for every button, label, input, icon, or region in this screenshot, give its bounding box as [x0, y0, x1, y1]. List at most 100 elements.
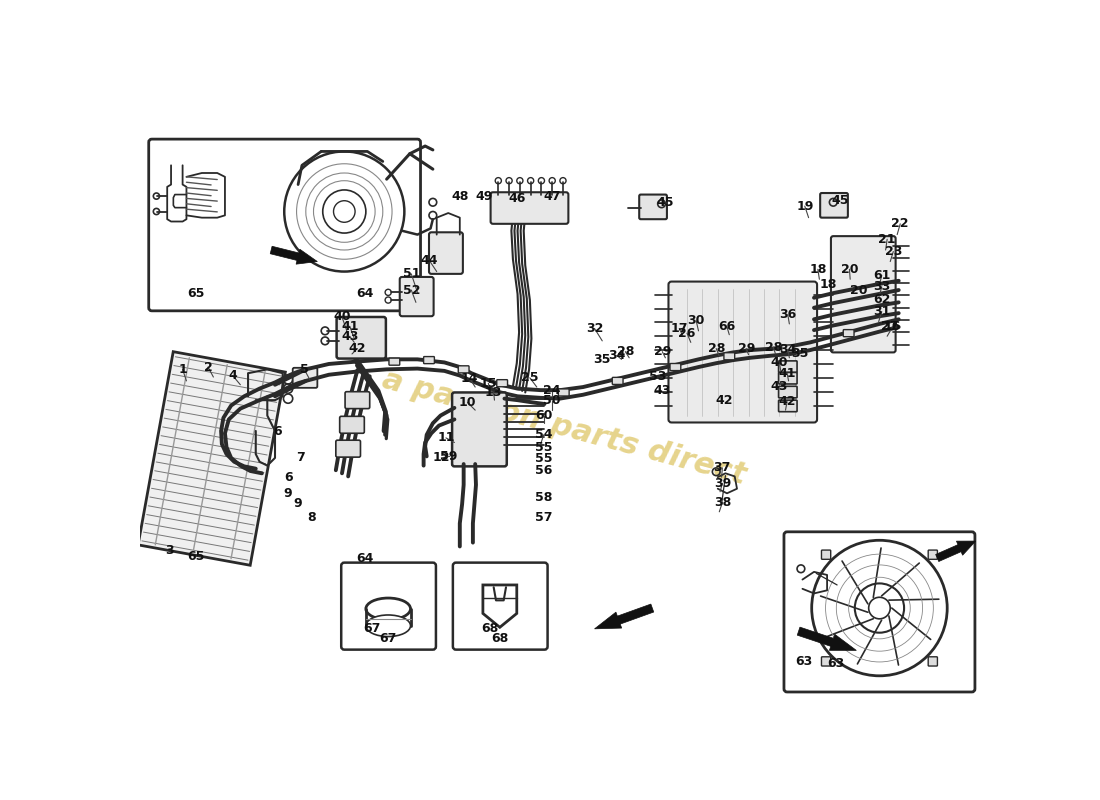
Text: 34: 34: [608, 349, 626, 362]
Text: 17: 17: [671, 322, 688, 335]
FancyBboxPatch shape: [928, 550, 937, 559]
Text: 51: 51: [403, 267, 420, 280]
Ellipse shape: [366, 615, 410, 637]
Text: 37: 37: [714, 462, 732, 474]
Text: 65: 65: [187, 287, 205, 300]
Text: 40: 40: [333, 310, 351, 323]
FancyBboxPatch shape: [497, 380, 507, 386]
Text: 48: 48: [452, 190, 470, 202]
FancyBboxPatch shape: [399, 277, 433, 316]
Text: 9: 9: [283, 487, 292, 500]
Text: 3: 3: [165, 544, 174, 557]
Text: 18: 18: [810, 262, 826, 276]
FancyBboxPatch shape: [337, 317, 386, 358]
Text: 41: 41: [341, 320, 359, 333]
Text: 30: 30: [688, 314, 705, 327]
Text: 18: 18: [820, 278, 836, 291]
FancyBboxPatch shape: [779, 386, 798, 398]
FancyBboxPatch shape: [669, 282, 817, 422]
Text: 44: 44: [420, 254, 438, 266]
Text: 63: 63: [795, 654, 813, 668]
Text: 55: 55: [535, 452, 552, 465]
Text: 67: 67: [379, 631, 397, 645]
Text: 14: 14: [461, 372, 478, 385]
Text: 4: 4: [229, 369, 236, 382]
FancyBboxPatch shape: [293, 368, 318, 388]
Text: 63: 63: [827, 657, 844, 670]
Text: 24: 24: [543, 385, 561, 398]
Text: 52: 52: [403, 283, 420, 297]
Text: 15: 15: [480, 377, 497, 390]
Text: 9: 9: [294, 497, 302, 510]
Text: 32: 32: [586, 322, 603, 335]
Text: 28: 28: [707, 342, 725, 355]
Text: 22: 22: [891, 218, 909, 230]
Text: 2: 2: [204, 361, 212, 374]
FancyBboxPatch shape: [779, 361, 798, 373]
Text: 49: 49: [476, 190, 493, 202]
FancyBboxPatch shape: [613, 378, 623, 385]
Text: 20: 20: [840, 262, 858, 276]
Text: 54: 54: [535, 428, 552, 442]
Text: 43: 43: [653, 385, 671, 398]
Text: 5: 5: [300, 363, 309, 376]
Text: 64: 64: [356, 287, 374, 300]
Text: 35: 35: [792, 346, 808, 360]
FancyBboxPatch shape: [429, 232, 463, 274]
FancyBboxPatch shape: [822, 657, 830, 666]
Text: 23: 23: [884, 245, 902, 258]
Text: 42: 42: [716, 394, 734, 407]
Text: 66: 66: [718, 321, 736, 334]
Text: 11: 11: [437, 431, 454, 444]
FancyBboxPatch shape: [779, 373, 798, 384]
Text: 27: 27: [881, 321, 899, 334]
FancyBboxPatch shape: [389, 358, 399, 365]
FancyBboxPatch shape: [844, 330, 854, 337]
Text: 12: 12: [432, 451, 450, 464]
Text: 28: 28: [617, 345, 634, 358]
Text: 33: 33: [873, 281, 890, 294]
FancyBboxPatch shape: [779, 400, 798, 412]
Text: 62: 62: [873, 293, 890, 306]
Polygon shape: [798, 627, 856, 650]
FancyBboxPatch shape: [822, 550, 830, 559]
Text: 65: 65: [187, 550, 205, 563]
Text: 45: 45: [832, 194, 849, 207]
Text: 7: 7: [296, 451, 305, 464]
FancyBboxPatch shape: [639, 194, 667, 219]
Text: 34: 34: [779, 343, 796, 356]
Text: 1: 1: [178, 363, 187, 376]
FancyBboxPatch shape: [782, 345, 792, 352]
FancyBboxPatch shape: [670, 363, 681, 370]
Polygon shape: [271, 246, 318, 264]
FancyBboxPatch shape: [340, 416, 364, 434]
Text: 68: 68: [492, 631, 508, 645]
FancyBboxPatch shape: [491, 192, 569, 224]
Text: 21: 21: [879, 233, 895, 246]
FancyBboxPatch shape: [459, 366, 469, 373]
Text: 29: 29: [738, 342, 755, 355]
Text: 56: 56: [535, 465, 552, 478]
Text: 59: 59: [440, 450, 456, 463]
Text: 38: 38: [714, 496, 732, 509]
Text: 42: 42: [349, 342, 366, 355]
FancyBboxPatch shape: [341, 562, 436, 650]
Text: 47: 47: [543, 190, 561, 202]
Text: 60: 60: [535, 409, 552, 422]
FancyBboxPatch shape: [784, 532, 975, 692]
FancyBboxPatch shape: [559, 389, 569, 396]
FancyBboxPatch shape: [336, 440, 361, 457]
Text: 25: 25: [521, 371, 539, 384]
FancyBboxPatch shape: [148, 139, 420, 311]
Text: 28: 28: [764, 341, 782, 354]
Text: 20: 20: [850, 284, 868, 298]
Text: 26: 26: [679, 326, 695, 340]
Text: 57: 57: [535, 510, 552, 524]
Text: 6: 6: [284, 470, 293, 484]
Text: 67: 67: [363, 622, 381, 634]
Text: 6: 6: [273, 426, 282, 438]
Text: 53: 53: [649, 370, 667, 382]
Text: 35: 35: [594, 353, 610, 366]
Text: a passion parts direct: a passion parts direct: [378, 365, 749, 490]
Text: 19: 19: [796, 200, 813, 213]
